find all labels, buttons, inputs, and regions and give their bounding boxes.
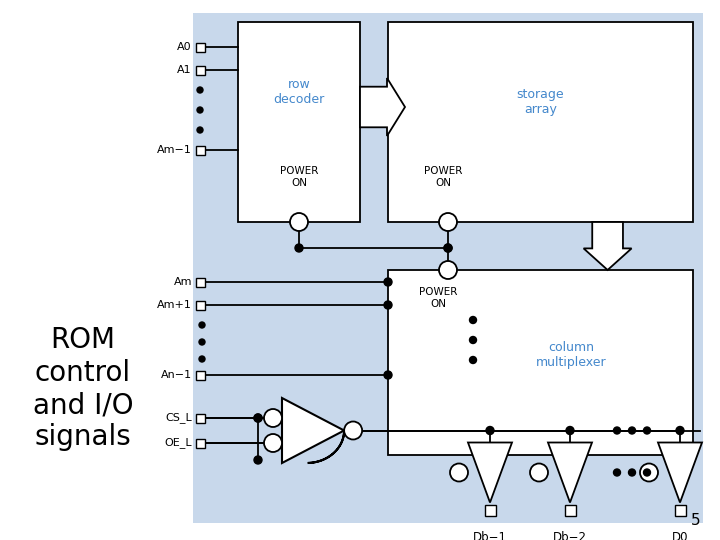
Text: Am+1: Am+1 (157, 300, 192, 310)
Bar (196, 414, 204, 422)
Circle shape (439, 213, 457, 231)
Text: An−1: An−1 (161, 370, 192, 380)
Polygon shape (468, 442, 512, 503)
Bar (238, 22, 360, 222)
Polygon shape (584, 222, 631, 270)
Circle shape (199, 322, 205, 328)
Bar (196, 278, 204, 287)
Text: POWER
ON: POWER ON (424, 166, 462, 188)
Bar (564, 505, 575, 516)
Circle shape (199, 356, 205, 362)
Text: Am−1: Am−1 (157, 145, 192, 155)
Bar (196, 438, 204, 448)
Polygon shape (282, 398, 344, 463)
Circle shape (197, 107, 203, 113)
Text: Am: Am (174, 277, 192, 287)
Text: OE_L: OE_L (164, 437, 192, 448)
Circle shape (199, 339, 205, 345)
Text: A1: A1 (177, 65, 192, 75)
Text: 5: 5 (690, 513, 700, 528)
Text: ROM
control
and I/O
signals: ROM control and I/O signals (32, 326, 133, 451)
Circle shape (640, 463, 658, 482)
Text: A0: A0 (177, 42, 192, 52)
Circle shape (644, 427, 650, 434)
Bar (196, 145, 204, 154)
Circle shape (629, 469, 636, 476)
Circle shape (384, 371, 392, 379)
Circle shape (290, 213, 308, 231)
Circle shape (469, 336, 477, 343)
Text: CS_L: CS_L (166, 413, 192, 423)
Bar (196, 370, 204, 380)
Circle shape (450, 463, 468, 482)
Circle shape (613, 427, 621, 434)
Circle shape (254, 456, 262, 464)
Circle shape (469, 356, 477, 363)
Bar (196, 300, 204, 309)
Text: POWER
ON: POWER ON (280, 166, 318, 188)
Bar (485, 505, 495, 516)
Circle shape (384, 278, 392, 286)
Circle shape (530, 463, 548, 482)
Text: Db−2: Db−2 (553, 531, 587, 540)
Bar (196, 65, 204, 75)
Circle shape (264, 409, 282, 427)
Bar (675, 505, 685, 516)
Circle shape (613, 469, 621, 476)
Circle shape (676, 427, 684, 435)
Circle shape (197, 127, 203, 133)
Circle shape (197, 87, 203, 93)
Polygon shape (658, 442, 702, 503)
Circle shape (254, 414, 262, 422)
Circle shape (254, 414, 262, 422)
Bar (193, 13, 703, 523)
Circle shape (439, 261, 457, 279)
Text: storage
array: storage array (517, 88, 564, 116)
Circle shape (295, 244, 303, 252)
Circle shape (444, 244, 452, 252)
Circle shape (486, 427, 494, 435)
Circle shape (264, 434, 282, 452)
Polygon shape (360, 78, 405, 136)
Text: Db−1: Db−1 (473, 531, 507, 540)
Text: D0: D0 (672, 531, 688, 540)
Circle shape (384, 301, 392, 309)
Circle shape (644, 469, 650, 476)
Bar (388, 22, 693, 222)
Circle shape (629, 427, 636, 434)
Circle shape (469, 316, 477, 323)
Polygon shape (548, 442, 592, 503)
Circle shape (566, 427, 574, 435)
Bar (196, 43, 204, 51)
Text: column
multiplexer: column multiplexer (536, 341, 606, 369)
Circle shape (344, 422, 362, 440)
Text: row
decoder: row decoder (274, 78, 325, 106)
Circle shape (444, 244, 452, 252)
Text: POWER
ON: POWER ON (419, 287, 457, 309)
Bar (388, 270, 693, 455)
